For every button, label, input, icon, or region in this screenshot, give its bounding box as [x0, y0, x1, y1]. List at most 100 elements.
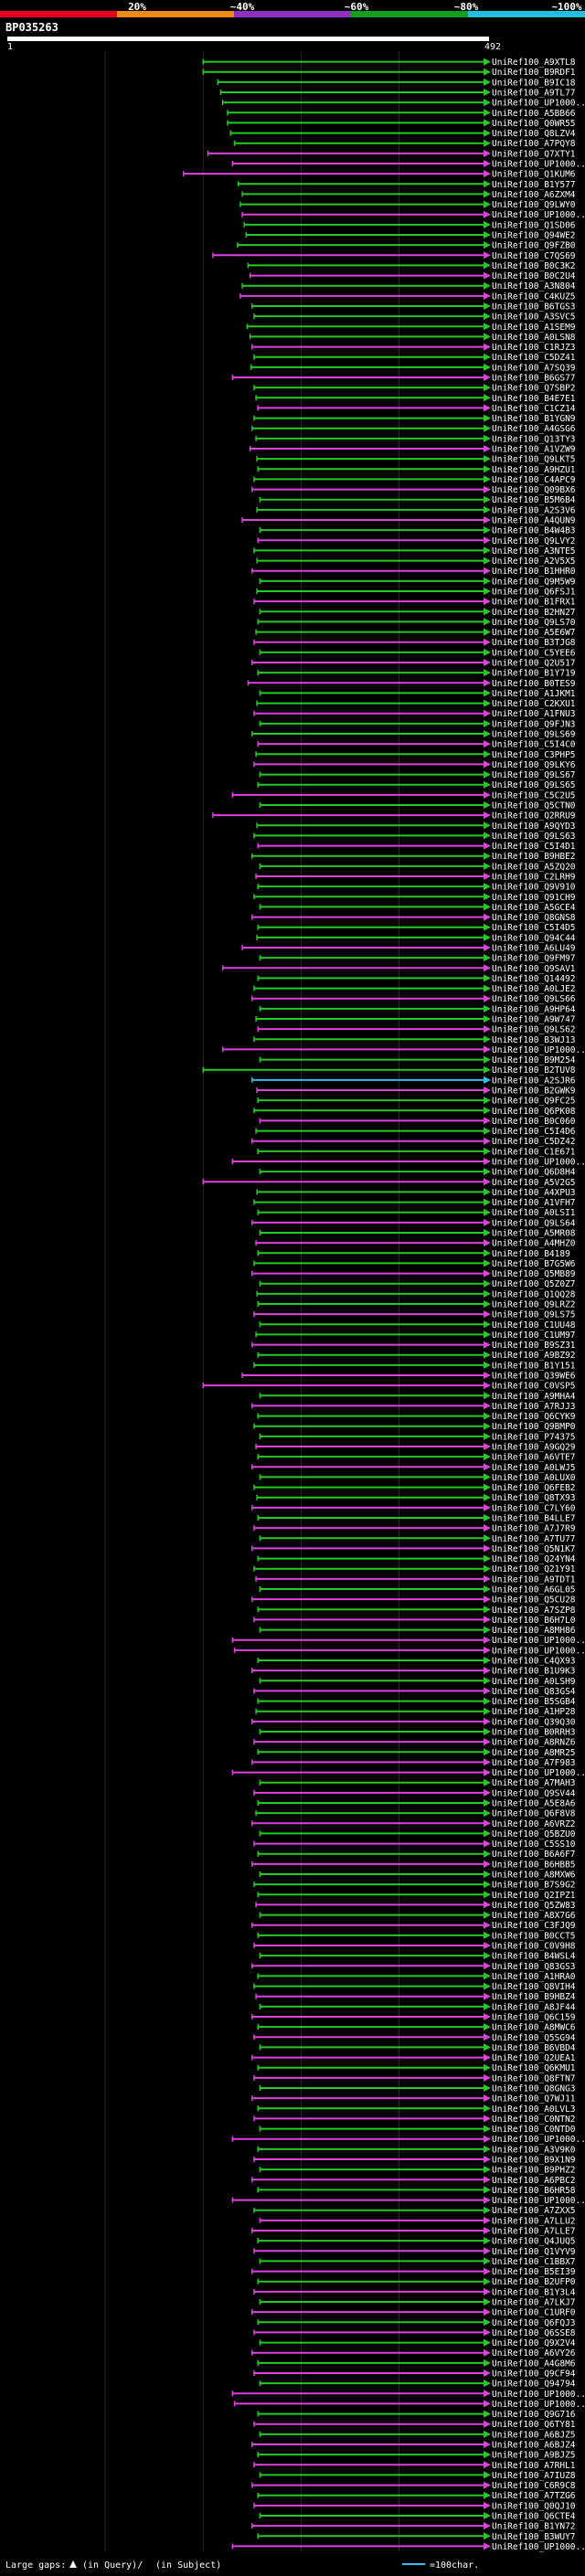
hit-row[interactable]: UniRef100_Q9LVY2 — [257, 536, 576, 546]
hit-row[interactable]: UniRef100_B4E7E1 — [255, 394, 576, 404]
hit-label[interactable]: UniRef100_Q0WR55 — [492, 119, 576, 129]
hit-row[interactable]: UniRef100_Q39WE6 — [241, 1372, 576, 1382]
hit-label[interactable]: UniRef100_Q9LKT5 — [492, 455, 576, 465]
hit-row[interactable]: UniRef100_C0VSP5 — [202, 1382, 576, 1392]
hit-row[interactable]: UniRef100_Q9LS65 — [257, 780, 576, 790]
hit-row[interactable]: UniRef100_Q0QJ10 — [253, 2501, 576, 2511]
hit-label[interactable]: UniRef100_C0V9H8 — [492, 1942, 576, 1952]
hit-label[interactable]: UniRef100_A3N804 — [492, 281, 576, 292]
hit-label[interactable]: UniRef100_A7MAH3 — [492, 1778, 576, 1788]
hit-label[interactable]: UniRef100_C4APC9 — [492, 475, 576, 485]
hit-row[interactable]: UniRef100_A1FNU3 — [253, 709, 576, 719]
hit-label[interactable]: UniRef100_UP1000... — [492, 2390, 585, 2400]
hit-row[interactable]: UniRef100_A8RNZ6 — [253, 1738, 576, 1748]
hit-row[interactable]: UniRef100_B1Y577 — [238, 180, 576, 190]
hit-label[interactable]: UniRef100_Q7XTY1 — [492, 149, 576, 159]
hit-label[interactable]: UniRef100_B3WJ13 — [492, 1035, 576, 1045]
hit-label[interactable]: UniRef100_C7LY60 — [492, 1503, 576, 1513]
hit-row[interactable]: UniRef100_C5I4D1 — [257, 842, 576, 852]
hit-row[interactable]: UniRef100_A4MHZ0 — [255, 1239, 576, 1249]
hit-label[interactable]: UniRef100_B2GWK9 — [492, 1087, 576, 1097]
hit-label[interactable]: UniRef100_Q0QJ10 — [492, 2501, 576, 2511]
hit-label[interactable]: UniRef100_Q5SG94 — [492, 2033, 576, 2043]
hit-row[interactable]: UniRef100_A3N804 — [241, 281, 576, 292]
hit-label[interactable]: UniRef100_C0NTD0 — [492, 2125, 576, 2135]
hit-row[interactable]: UniRef100_A3SVC5 — [253, 313, 576, 323]
hit-row[interactable]: UniRef100_B4WSL4 — [259, 1952, 576, 1962]
hit-row[interactable]: UniRef100_A9BJZ5 — [257, 2451, 576, 2461]
hit-row[interactable]: UniRef100_A0LUX0 — [259, 1473, 576, 1483]
hit-label[interactable]: UniRef100_A8X7G6 — [492, 1911, 576, 1921]
hit-row[interactable]: UniRef100_Q13TY3 — [255, 434, 576, 444]
hit-row[interactable]: UniRef100_A3V9K0 — [257, 2145, 576, 2155]
hit-label[interactable]: UniRef100_Q24YN4 — [492, 1554, 576, 1564]
hit-label[interactable]: UniRef100_A5V2G5 — [492, 1178, 576, 1188]
hit-label[interactable]: UniRef100_A0LSI1 — [492, 1208, 576, 1218]
hit-row[interactable]: UniRef100_B0TES9 — [247, 679, 576, 689]
hit-label[interactable]: UniRef100_UP1000... — [492, 2542, 585, 2552]
hit-label[interactable]: UniRef100_B9IC18 — [492, 78, 576, 88]
hit-row[interactable]: UniRef100_B9IC18 — [217, 78, 576, 88]
hit-row[interactable]: UniRef100_Q1VYV9 — [253, 2247, 576, 2257]
hit-row[interactable]: UniRef100_A6GL05 — [259, 1585, 576, 1595]
hit-row[interactable]: UniRef100_B5SGB4 — [257, 1697, 576, 1707]
hit-label[interactable]: UniRef100_C4KUZ5 — [492, 292, 576, 302]
hit-row[interactable]: UniRef100_A8JF44 — [259, 2002, 576, 2012]
hit-row[interactable]: UniRef100_Q1SD06 — [243, 220, 576, 230]
hit-label[interactable]: UniRef100_Q8LZV4 — [492, 129, 576, 139]
hit-row[interactable]: UniRef100_B1YGN9 — [253, 414, 576, 424]
hit-row[interactable]: UniRef100_A6VRZ2 — [251, 1819, 576, 1829]
hit-label[interactable]: UniRef100_UP1000... — [492, 2135, 585, 2145]
hit-label[interactable]: UniRef100_A5ZQ20 — [492, 862, 576, 872]
hit-label[interactable]: UniRef100_Q9BMP0 — [492, 1422, 576, 1432]
hit-label[interactable]: UniRef100_Q9LS62 — [492, 1025, 576, 1035]
hit-label[interactable]: UniRef100_A9XTL8 — [492, 58, 576, 68]
hit-row[interactable]: UniRef100_C1UU48 — [259, 1320, 576, 1330]
hit-label[interactable]: UniRef100_Q1KUM6 — [492, 170, 576, 180]
hit-row[interactable]: UniRef100_B4W4B3 — [259, 526, 576, 536]
hit-row[interactable]: UniRef100_Q5ZW83 — [255, 1901, 576, 1911]
hit-label[interactable]: UniRef100_Q83GS4 — [492, 1687, 576, 1697]
hit-row[interactable]: UniRef100_B9M254 — [259, 1055, 576, 1065]
hit-label[interactable]: UniRef100_B1U9K3 — [492, 1667, 576, 1677]
hit-row[interactable]: UniRef100_A4G8M6 — [257, 2359, 576, 2369]
hit-row[interactable]: UniRef100_A4QUN9 — [241, 516, 576, 526]
hit-label[interactable]: UniRef100_Q9SAV1 — [492, 964, 576, 974]
hit-label[interactable]: UniRef100_C5I4C0 — [492, 740, 576, 750]
hit-label[interactable]: UniRef100_B0RRH3 — [492, 1728, 576, 1738]
hit-label[interactable]: UniRef100_Q21Y91 — [492, 1564, 576, 1574]
hit-label[interactable]: UniRef100_A6VRZ2 — [492, 1819, 576, 1829]
hit-label[interactable]: UniRef100_A5E8A6 — [492, 1799, 576, 1809]
hit-row[interactable]: UniRef100_C5YEE6 — [259, 648, 576, 658]
hit-label[interactable]: UniRef100_C4QX93 — [492, 1657, 576, 1667]
hit-row[interactable]: UniRef100_Q0WR55 — [227, 119, 576, 129]
hit-row[interactable]: UniRef100_B0C3K2 — [247, 261, 576, 271]
hit-row[interactable]: UniRef100_Q94794 — [259, 2380, 576, 2390]
hit-row[interactable]: UniRef100_Q9V910 — [257, 883, 576, 893]
hit-label[interactable]: UniRef100_A0LSH9 — [492, 1677, 576, 1687]
hit-row[interactable]: UniRef100_A8MH86 — [259, 1626, 576, 1636]
hit-label[interactable]: UniRef100_B5EI39 — [492, 2267, 576, 2277]
hit-row[interactable]: UniRef100_Q8GNS8 — [251, 913, 576, 923]
hit-row[interactable]: UniRef100_UP1000... — [231, 1768, 585, 1778]
hit-row[interactable]: UniRef100_Q9LKT5 — [256, 455, 576, 465]
hit-label[interactable]: UniRef100_UP1000... — [492, 1636, 585, 1646]
hit-label[interactable]: UniRef100_Q9LS63 — [492, 832, 576, 842]
hit-row[interactable]: UniRef100_A8X7G6 — [259, 1911, 576, 1921]
hit-label[interactable]: UniRef100_UP1000... — [492, 2196, 585, 2206]
hit-label[interactable]: UniRef100_A2V5X5 — [492, 557, 576, 567]
hit-row[interactable]: UniRef100_UP1000... — [241, 210, 585, 220]
hit-row[interactable]: UniRef100_A6PBC2 — [251, 2176, 576, 2186]
hit-label[interactable]: UniRef100_Q5BZU0 — [492, 1829, 576, 1839]
hit-row[interactable]: UniRef100_A7SZP8 — [257, 1606, 576, 1616]
hit-row[interactable]: UniRef100_A2V5X5 — [256, 557, 576, 567]
hit-row[interactable]: UniRef100_Q8FTN7 — [253, 2073, 576, 2083]
hit-row[interactable]: UniRef100_Q7XTY1 — [207, 149, 576, 159]
hit-label[interactable]: UniRef100_A7PQY8 — [492, 139, 576, 149]
hit-row[interactable]: UniRef100_Q2U517 — [251, 659, 576, 669]
hit-label[interactable]: UniRef100_Q8GNS8 — [492, 913, 576, 923]
hit-row[interactable]: UniRef100_Q14492 — [257, 974, 576, 984]
hit-row[interactable]: UniRef100_Q9LS67 — [259, 770, 576, 780]
hit-row[interactable]: UniRef100_B9SZ31 — [251, 1341, 576, 1351]
hit-label[interactable]: UniRef100_B1YGN9 — [492, 414, 576, 424]
